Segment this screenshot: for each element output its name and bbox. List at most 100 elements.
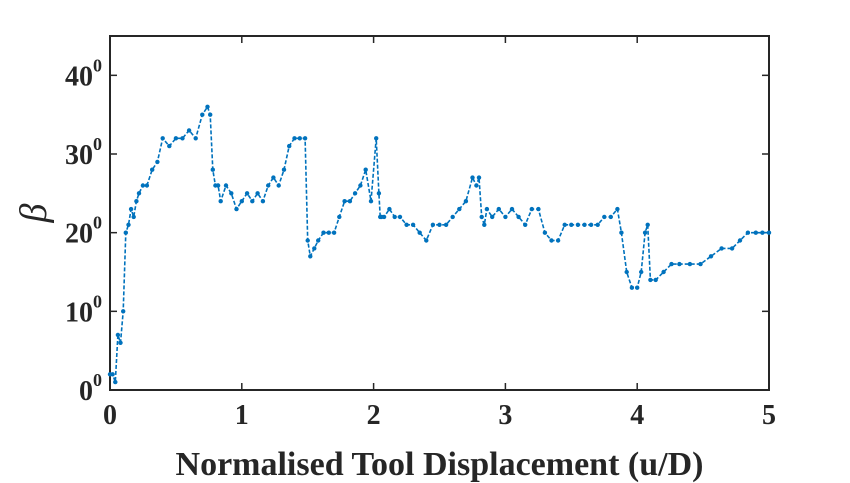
data-point <box>569 222 574 227</box>
data-point <box>417 230 422 235</box>
y-tick-label: 400 <box>65 55 102 92</box>
data-point <box>404 222 409 227</box>
data-point <box>250 199 255 204</box>
data-point <box>463 199 469 204</box>
data-point <box>173 136 179 141</box>
data-point <box>635 285 640 290</box>
data-point <box>131 214 136 220</box>
data-point <box>292 136 297 141</box>
series-layer <box>107 104 772 385</box>
data-point <box>642 230 648 235</box>
data-point <box>645 222 650 227</box>
x-tick-label: 2 <box>367 400 381 431</box>
x-axis-label: Normalised Tool Displacement (u/D) <box>176 446 704 483</box>
data-point <box>239 199 244 204</box>
data-point <box>126 222 131 227</box>
data-point <box>484 206 490 212</box>
data-point <box>397 214 403 220</box>
y-tick-label: 00 <box>79 370 102 407</box>
data-point <box>337 214 342 220</box>
data-point <box>424 238 429 243</box>
y-axis-ticks: 00 100 200 300 400 <box>65 55 769 407</box>
data-point <box>588 222 594 227</box>
data-point <box>342 199 347 204</box>
data-point <box>308 254 313 259</box>
data-point <box>619 230 624 235</box>
data-point <box>677 261 682 267</box>
data-point <box>167 143 172 149</box>
data-point <box>745 230 751 235</box>
data-point <box>110 372 115 377</box>
data-point <box>648 277 653 283</box>
data-point <box>210 167 215 172</box>
data-point <box>555 238 561 243</box>
data-point <box>223 183 229 188</box>
data-point <box>208 112 213 117</box>
data-point <box>490 214 495 220</box>
data-point <box>368 199 374 204</box>
data-point <box>482 222 487 227</box>
y-tick-label: 200 <box>65 213 102 250</box>
data-point <box>358 183 363 188</box>
data-point <box>186 128 192 133</box>
data-point <box>234 206 239 212</box>
data-point <box>140 183 146 188</box>
data-point <box>244 191 250 196</box>
data-point <box>509 206 515 212</box>
data-point <box>624 269 629 275</box>
data-point <box>193 136 198 141</box>
data-point <box>719 246 724 251</box>
data-point <box>302 136 308 141</box>
data-point <box>374 136 379 141</box>
data-point <box>698 261 703 267</box>
data-point <box>260 199 266 204</box>
data-point <box>629 285 635 290</box>
data-point <box>575 222 581 227</box>
data-point <box>669 261 674 267</box>
data-point <box>595 222 600 227</box>
data-point <box>608 214 613 220</box>
data-point <box>381 214 387 220</box>
data-point <box>121 309 126 314</box>
data-point <box>729 246 735 251</box>
data-point <box>136 191 142 196</box>
data-point <box>562 222 567 227</box>
data-point <box>155 159 160 165</box>
data-point <box>542 230 548 235</box>
data-point <box>113 379 118 385</box>
data-point <box>615 206 620 212</box>
x-tick-label: 5 <box>762 400 776 431</box>
data-point <box>470 175 475 180</box>
y-tick-label: 300 <box>65 134 102 171</box>
data-point <box>392 214 397 220</box>
x-tick-label: 0 <box>103 400 117 431</box>
data-point <box>549 238 554 243</box>
data-point <box>503 214 508 220</box>
data-point <box>476 175 482 180</box>
data-point <box>661 269 666 275</box>
data-point <box>352 191 358 196</box>
data-point <box>443 222 449 227</box>
data-point <box>737 238 743 243</box>
data-point <box>437 222 442 227</box>
data-point <box>529 206 534 212</box>
data-point <box>316 238 321 243</box>
data-point <box>160 136 165 141</box>
data-point <box>457 206 462 212</box>
x-tick-label: 4 <box>630 400 644 431</box>
data-point <box>410 222 416 227</box>
data-point <box>115 332 121 338</box>
data-point <box>321 230 326 235</box>
data-point <box>180 136 185 141</box>
data-point <box>281 167 287 172</box>
data-point <box>474 183 479 188</box>
data-point <box>387 206 392 212</box>
x-axis-ticks: 0 1 2 3 4 5 <box>103 36 776 431</box>
data-point <box>687 261 693 267</box>
data-point <box>450 214 455 220</box>
data-point <box>255 191 260 196</box>
data-point <box>376 191 382 196</box>
data-point <box>602 214 607 220</box>
data-point <box>229 191 234 196</box>
